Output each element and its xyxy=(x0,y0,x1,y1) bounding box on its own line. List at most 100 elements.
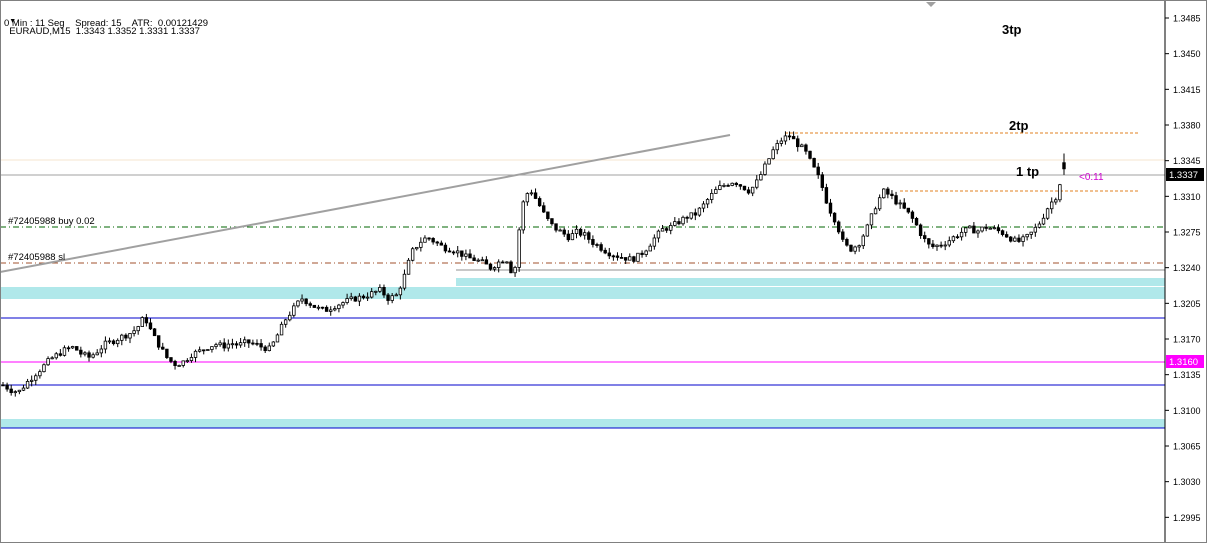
candlestick xyxy=(99,345,104,358)
candlestick xyxy=(83,351,87,357)
candle-body xyxy=(550,218,554,225)
candle-body xyxy=(1025,233,1029,238)
candlestick xyxy=(574,225,579,239)
candlestick xyxy=(247,339,251,348)
demand-zone-right[interactable] xyxy=(456,278,1165,286)
candlestick xyxy=(759,171,763,181)
candlestick xyxy=(845,237,849,247)
magenta-price-label[interactable]: 1.3160 xyxy=(1169,357,1198,368)
candle-body xyxy=(1004,234,1009,238)
candlestick xyxy=(910,210,915,223)
candlestick xyxy=(464,249,468,261)
candle-body xyxy=(247,339,251,344)
candle-body xyxy=(214,344,218,347)
candlestick xyxy=(972,222,976,234)
candle-body xyxy=(886,188,890,195)
candle-body xyxy=(435,241,439,244)
candle-body xyxy=(234,343,239,346)
candle-body xyxy=(415,246,419,250)
candlestick xyxy=(140,316,144,327)
chart-shift-marker[interactable] xyxy=(926,2,936,7)
candle-body xyxy=(242,339,247,344)
candlestick xyxy=(775,139,779,155)
candlestick xyxy=(783,131,788,145)
tp2-label[interactable]: 2tp xyxy=(1009,118,1029,133)
candlestick xyxy=(304,298,308,307)
candlestick xyxy=(681,215,685,226)
candlestick xyxy=(79,346,83,358)
candle-body xyxy=(968,225,972,229)
trendline[interactable] xyxy=(0,134,731,273)
magenta-price-label-bg[interactable] xyxy=(1166,355,1204,368)
stop-loss-label[interactable]: #72405988 sl xyxy=(8,252,66,263)
candle-body xyxy=(898,202,902,205)
candlestick xyxy=(333,305,337,312)
candlestick xyxy=(50,356,54,360)
candlestick xyxy=(742,185,747,191)
candlestick xyxy=(480,256,484,262)
candle-body xyxy=(300,298,304,302)
candle-body xyxy=(542,205,546,213)
candle-body xyxy=(324,306,329,312)
candlestick xyxy=(902,198,906,210)
candlestick xyxy=(578,227,583,238)
candlestick xyxy=(38,369,42,379)
tp1-label[interactable]: 1 tp xyxy=(1016,164,1040,179)
candle-body xyxy=(1050,201,1054,210)
candlestick xyxy=(238,337,243,348)
candlestick xyxy=(943,241,947,251)
candlestick xyxy=(599,242,603,253)
candlestick xyxy=(316,304,321,311)
demand-zone-upper[interactable] xyxy=(0,287,1165,299)
candlestick xyxy=(193,349,198,363)
candle-body xyxy=(877,197,882,210)
candlestick xyxy=(447,247,452,253)
candle-body xyxy=(984,226,988,229)
candle-body xyxy=(709,192,714,200)
candle-body xyxy=(603,249,607,254)
current-price-label-bg[interactable] xyxy=(1166,168,1204,181)
candle-body xyxy=(828,202,833,214)
candlestick xyxy=(685,215,689,223)
candle-body xyxy=(181,360,185,366)
candlestick xyxy=(841,229,845,242)
candle-body xyxy=(705,199,710,205)
candlestick xyxy=(107,337,112,344)
candle-body xyxy=(390,295,394,301)
candlestick xyxy=(771,146,775,160)
candlestick xyxy=(152,327,157,337)
candle-body xyxy=(1058,184,1062,201)
candlestick xyxy=(583,229,587,240)
candlestick xyxy=(431,237,435,245)
candlestick xyxy=(976,229,980,238)
candle-body xyxy=(374,290,378,293)
buy-order-label[interactable]: #72405988 buy 0.02 xyxy=(8,216,95,227)
candle-body xyxy=(939,244,943,247)
candle-body xyxy=(611,255,616,258)
candlestick xyxy=(632,255,636,263)
candle-body xyxy=(923,235,927,240)
candle-body xyxy=(132,330,136,334)
candlestick xyxy=(369,288,374,299)
candlestick xyxy=(390,293,394,304)
candle-body xyxy=(320,306,325,309)
candlestick xyxy=(271,341,276,347)
candle-body xyxy=(992,227,997,230)
candle-body xyxy=(746,189,751,194)
candlestick xyxy=(660,225,665,232)
demand-zone-lower[interactable] xyxy=(0,419,1165,428)
candle-body xyxy=(79,349,83,355)
candlestick xyxy=(722,183,726,188)
candle-body xyxy=(152,328,157,337)
candlestick xyxy=(218,340,222,347)
candlestick xyxy=(640,250,644,258)
candle-body xyxy=(865,224,870,237)
candle-body xyxy=(423,237,427,243)
current-price-label[interactable]: 1.3337 xyxy=(1169,170,1198,181)
candle-body xyxy=(914,218,919,226)
candlestick xyxy=(242,336,247,347)
price-tick-label: 1.3275 xyxy=(1173,228,1201,238)
dropdown-triangle-icon[interactable]: ▼ xyxy=(9,18,17,25)
tp3-label[interactable]: 3tp xyxy=(1002,22,1022,37)
